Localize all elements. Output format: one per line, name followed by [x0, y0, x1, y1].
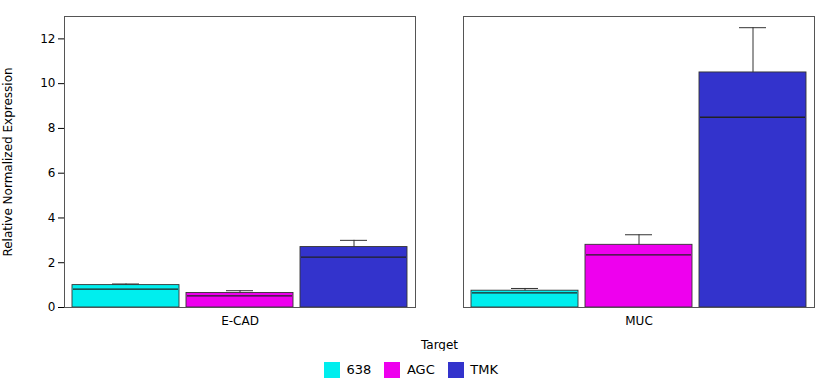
- html-text:TMK: TMK: [470, 362, 498, 377]
- svg-text:8: 8: [48, 121, 56, 135]
- svg-text:12: 12: [40, 32, 55, 46]
- svg-text:10: 10: [40, 76, 55, 90]
- svg-text:E-CAD: E-CAD: [221, 314, 259, 328]
- svg-text:MUC: MUC: [625, 314, 653, 328]
- svg-text:4: 4: [48, 211, 56, 225]
- svg-text:0: 0: [48, 300, 56, 314]
- svg-text:6: 6: [48, 166, 56, 180]
- svg-text:2: 2: [48, 256, 56, 270]
- svg-text:Target: Target: [420, 338, 458, 352]
- svg-text:Relative Normalized Expression: Relative Normalized Expression: [1, 67, 15, 256]
- html-text:AGC: AGC: [406, 362, 435, 377]
- html-text:638: 638: [346, 362, 372, 377]
